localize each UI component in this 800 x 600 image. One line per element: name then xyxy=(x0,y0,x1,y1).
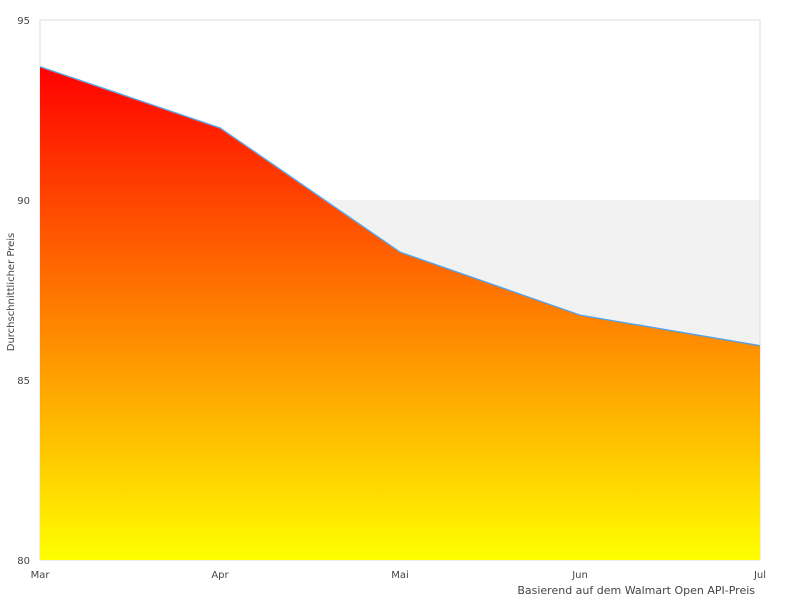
footnote: Basierend auf dem Walmart Open API-Preis xyxy=(517,584,755,597)
series-line xyxy=(39,66,761,347)
y-tick-label: 85 xyxy=(17,376,30,387)
area-fill xyxy=(40,66,760,561)
x-tick-label: Mar xyxy=(31,570,51,581)
x-tick-label: Apr xyxy=(211,570,229,581)
x-tick-label: Jul xyxy=(753,570,766,581)
y-tick-label: 95 xyxy=(17,16,30,27)
y-tick-label: 90 xyxy=(17,196,30,207)
y-axis-label: Durchschnittlicher Preis xyxy=(6,233,17,352)
y-tick-label: 80 xyxy=(17,556,30,567)
x-tick-label: Jun xyxy=(571,570,588,581)
x-tick-label: Mai xyxy=(391,570,409,581)
